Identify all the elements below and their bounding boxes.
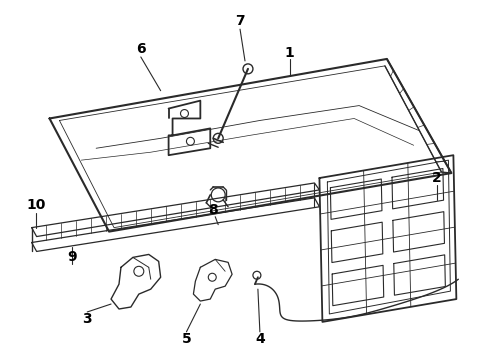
Text: 2: 2	[432, 171, 441, 185]
Text: 6: 6	[136, 42, 146, 56]
Text: 4: 4	[255, 332, 265, 346]
Text: 7: 7	[235, 14, 245, 28]
Text: 9: 9	[68, 251, 77, 264]
Text: 5: 5	[182, 332, 191, 346]
Text: 8: 8	[208, 203, 218, 217]
Text: 10: 10	[26, 198, 45, 212]
Text: 3: 3	[82, 312, 92, 326]
Text: 1: 1	[285, 46, 294, 60]
